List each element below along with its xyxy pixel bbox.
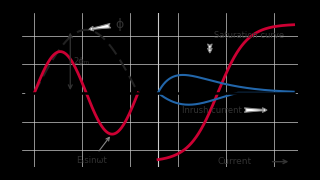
Text: 2ϕₘ: 2ϕₘ — [74, 57, 90, 66]
Text: O: O — [25, 96, 33, 106]
Text: ϕ: ϕ — [89, 18, 124, 31]
Text: Current: Current — [218, 157, 252, 166]
Text: Eₛsinωt: Eₛsinωt — [76, 137, 109, 165]
Text: Inrush current: Inrush current — [182, 105, 242, 114]
Text: Saturation curve: Saturation curve — [214, 31, 284, 40]
